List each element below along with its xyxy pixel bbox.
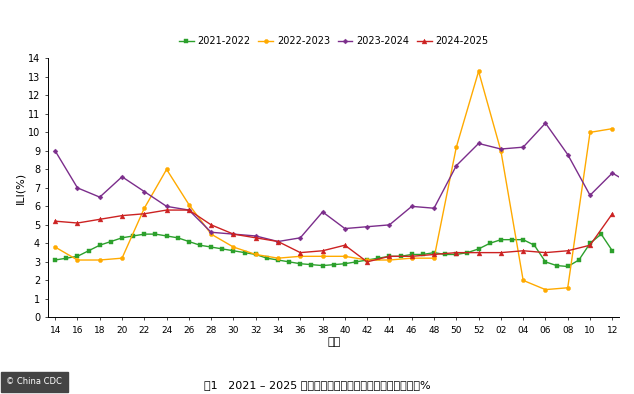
2024-2025 — [163, 208, 171, 212]
2022-2023 — [609, 126, 616, 131]
Text: © China CDC: © China CDC — [6, 377, 62, 386]
2023-2024 — [586, 193, 594, 198]
2022-2023 — [275, 256, 282, 260]
2022-2023 — [297, 254, 304, 259]
2023-2024 — [631, 184, 634, 188]
2024-2025 — [341, 243, 349, 247]
2024-2025 — [185, 208, 193, 212]
2023-2024 — [275, 239, 282, 244]
2021-2022 — [609, 248, 616, 253]
2023-2024 — [230, 232, 237, 236]
2023-2024 — [430, 206, 438, 210]
2021-2022 — [51, 258, 59, 262]
2022-2023 — [141, 206, 148, 210]
2023-2024 — [141, 189, 148, 194]
2023-2024 — [497, 147, 505, 151]
2021-2022 — [430, 250, 438, 255]
2022-2023 — [497, 149, 505, 153]
2022-2023 — [519, 278, 527, 283]
2021-2022 — [185, 239, 193, 244]
2024-2025 — [519, 248, 527, 253]
2023-2024 — [519, 145, 527, 150]
2024-2025 — [385, 254, 393, 259]
2021-2022 — [564, 264, 571, 269]
2024-2025 — [541, 250, 549, 255]
2021-2022 — [141, 232, 148, 236]
2024-2025 — [118, 213, 126, 218]
2021-2022 — [230, 248, 237, 253]
2023-2024 — [163, 204, 171, 209]
2023-2024 — [475, 141, 482, 146]
2024-2025 — [297, 250, 304, 255]
Line: 2023-2024: 2023-2024 — [53, 121, 634, 243]
2023-2024 — [564, 152, 571, 157]
2022-2023 — [96, 258, 103, 262]
2024-2025 — [207, 223, 215, 227]
X-axis label: 周次: 周次 — [327, 338, 340, 348]
2023-2024 — [74, 186, 81, 190]
2024-2025 — [497, 250, 505, 255]
2021-2022 — [241, 250, 249, 255]
Line: 2021-2022: 2021-2022 — [53, 232, 614, 268]
2023-2024 — [51, 149, 59, 153]
2022-2023 — [118, 256, 126, 260]
2024-2025 — [609, 212, 616, 216]
2022-2023 — [385, 258, 393, 262]
Line: 2022-2023: 2022-2023 — [53, 69, 614, 292]
2021-2022 — [463, 250, 471, 255]
2023-2024 — [385, 223, 393, 227]
2022-2023 — [163, 167, 171, 172]
2024-2025 — [363, 260, 371, 264]
2023-2024 — [319, 210, 327, 214]
2024-2025 — [141, 212, 148, 216]
2024-2025 — [453, 250, 460, 255]
2022-2023 — [185, 202, 193, 207]
2022-2023 — [453, 145, 460, 150]
2023-2024 — [96, 195, 103, 199]
2022-2023 — [341, 254, 349, 259]
2024-2025 — [475, 250, 482, 255]
2022-2023 — [207, 232, 215, 236]
2024-2025 — [252, 236, 259, 240]
2023-2024 — [453, 163, 460, 168]
2024-2025 — [586, 243, 594, 247]
2022-2023 — [319, 254, 327, 259]
2024-2025 — [408, 254, 415, 259]
2024-2025 — [230, 232, 237, 236]
2024-2025 — [564, 248, 571, 253]
2023-2024 — [341, 226, 349, 231]
2022-2023 — [74, 258, 81, 262]
2022-2023 — [475, 69, 482, 74]
2023-2024 — [252, 234, 259, 238]
Text: 图1   2021 – 2025 年度南方省份哨点医院报告的流感样病例%: 图1 2021 – 2025 年度南方省份哨点医院报告的流感样病例% — [204, 380, 430, 390]
2022-2023 — [363, 258, 371, 262]
Y-axis label: ILI(%): ILI(%) — [15, 172, 25, 204]
2022-2023 — [586, 130, 594, 135]
2023-2024 — [609, 171, 616, 175]
2024-2025 — [51, 219, 59, 223]
2022-2023 — [564, 285, 571, 290]
2024-2025 — [74, 221, 81, 225]
2022-2023 — [252, 252, 259, 257]
Legend: 2021-2022, 2022-2023, 2023-2024, 2024-2025: 2021-2022, 2022-2023, 2023-2024, 2024-20… — [175, 32, 493, 50]
2024-2025 — [319, 248, 327, 253]
2023-2024 — [297, 236, 304, 240]
2023-2024 — [541, 121, 549, 125]
2022-2023 — [541, 287, 549, 292]
2023-2024 — [207, 230, 215, 235]
2023-2024 — [363, 224, 371, 229]
2022-2023 — [51, 245, 59, 249]
2021-2022 — [597, 232, 605, 236]
2023-2024 — [118, 175, 126, 179]
2023-2024 — [408, 204, 415, 209]
Line: 2024-2025: 2024-2025 — [53, 208, 615, 264]
2023-2024 — [185, 208, 193, 212]
2024-2025 — [96, 217, 103, 222]
2024-2025 — [430, 252, 438, 257]
2022-2023 — [430, 256, 438, 260]
2022-2023 — [408, 256, 415, 260]
2024-2025 — [275, 239, 282, 244]
2022-2023 — [230, 245, 237, 249]
